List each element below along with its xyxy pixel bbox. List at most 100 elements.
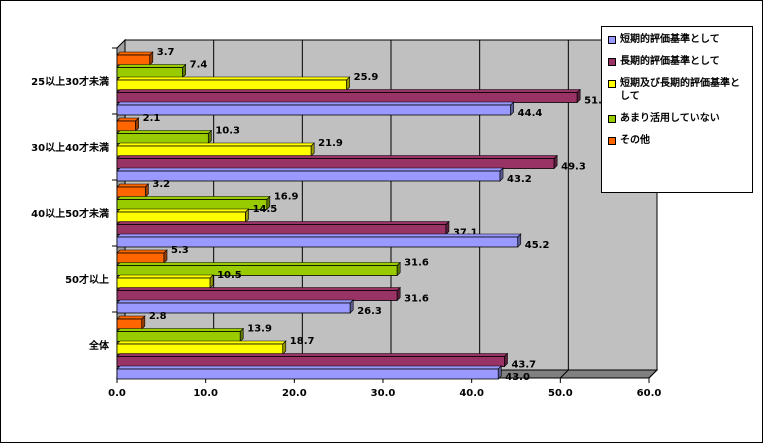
value-label-2-1: 21.9 xyxy=(318,138,343,149)
value-label-2-4: 18.7 xyxy=(290,336,315,347)
bar-top-3-2 xyxy=(116,196,271,200)
value-label-2-3: 10.5 xyxy=(217,270,242,281)
legend-swatch-long-term xyxy=(608,58,616,66)
value-label-3-0: 7.4 xyxy=(190,60,208,71)
value-label-0-3: 26.3 xyxy=(357,306,382,317)
bar-top-3-3 xyxy=(116,262,401,266)
value-label-4-1: 2.1 xyxy=(143,113,161,124)
bar-top-0-0 xyxy=(116,101,515,106)
bar-top-2-2 xyxy=(116,208,250,213)
value-label-1-2: 37.1 xyxy=(453,228,478,239)
bar-0-0 xyxy=(116,104,512,116)
bar-end-0-4 xyxy=(497,365,502,380)
bar-top-1-2 xyxy=(116,221,450,225)
bar-end-3-3 xyxy=(396,261,401,277)
chart-legend: 短期的評価基準として 長期的評価基準として 短期及び長期的評価基準として あまり… xyxy=(601,26,753,193)
bar-4-0 xyxy=(116,54,151,66)
bar-2-4 xyxy=(116,343,284,355)
bar-top-2-1 xyxy=(116,142,315,147)
y-category-label-3: 50才以上 xyxy=(65,273,109,286)
bar-top-4-3 xyxy=(116,249,168,254)
bar-top-2-0 xyxy=(116,76,351,81)
bar-top-4-4 xyxy=(116,315,146,320)
bar-end-2-1 xyxy=(310,142,315,157)
bar-top-3-0 xyxy=(116,64,187,68)
bar-end-0-0 xyxy=(510,101,514,116)
bar-end-2-3 xyxy=(209,274,214,289)
bar-end-0-2 xyxy=(517,233,522,248)
value-label-0-2: 45.2 xyxy=(525,240,550,251)
bar-top-2-4 xyxy=(116,340,287,345)
y-category-label-2: 40以上50才未満 xyxy=(31,207,109,220)
bar-3-2 xyxy=(116,199,268,210)
value-label-4-2: 3.2 xyxy=(152,179,170,190)
bar-3-3 xyxy=(116,265,398,276)
x-tick-label-6: 60.0 xyxy=(637,388,662,399)
legend-label-long-term: 長期的評価基準として xyxy=(620,56,720,67)
bar-0-4 xyxy=(116,368,499,380)
value-label-3-2: 16.9 xyxy=(274,192,299,203)
value-label-1-3: 31.6 xyxy=(404,294,429,305)
x-gridline-floor-6 xyxy=(648,369,658,379)
bar-top-1-0 xyxy=(116,89,581,93)
bar-end-3-4 xyxy=(239,327,244,343)
bar-2-3 xyxy=(116,277,211,289)
bar-top-2-3 xyxy=(116,274,214,279)
bar-end-1-4 xyxy=(504,352,508,368)
bar-end-1-1 xyxy=(553,154,558,170)
legend-item-short-term: 短期的評価基準として xyxy=(606,33,748,46)
legend-item-long-term: 長期的評価基準として xyxy=(606,55,748,68)
bar-top-0-3 xyxy=(116,299,354,304)
legend-swatch-both xyxy=(608,80,616,88)
bar-3-1 xyxy=(116,133,209,144)
bar-end-3-1 xyxy=(208,129,212,145)
value-label-4-0: 3.7 xyxy=(157,47,175,58)
bar-top-1-1 xyxy=(116,155,558,159)
value-label-4-3: 5.3 xyxy=(171,245,189,256)
legend-swatch-short-term xyxy=(608,36,616,44)
bar-top-4-0 xyxy=(116,51,154,56)
bar-2-2 xyxy=(116,211,246,223)
x-tick-label-5: 50.0 xyxy=(548,388,573,399)
bar-top-0-2 xyxy=(116,233,522,238)
legend-swatch-other xyxy=(608,137,616,145)
x-tick-label-2: 20.0 xyxy=(282,388,307,399)
bar-end-3-0 xyxy=(182,63,186,79)
value-label-1-0: 51.9 xyxy=(584,96,609,107)
bar-1-0 xyxy=(116,92,578,103)
bar-top-4-1 xyxy=(116,117,140,122)
bar-1-2 xyxy=(116,224,447,235)
bar-top-3-1 xyxy=(116,130,213,134)
bar-1-4 xyxy=(116,356,505,367)
bar-2-1 xyxy=(116,145,312,157)
bar-end-2-4 xyxy=(282,340,287,355)
bar-end-0-1 xyxy=(499,167,504,182)
bar-end-1-3 xyxy=(396,286,401,302)
y-category-label-1: 30以上40才未満 xyxy=(31,141,109,154)
bar-top-1-3 xyxy=(116,287,401,291)
x-tick-label-0: 0.0 xyxy=(108,388,126,399)
value-label-0-0: 44.4 xyxy=(518,108,543,119)
bar-end-2-0 xyxy=(346,76,350,91)
value-label-1-1: 49.3 xyxy=(561,162,586,173)
x-gridline-floor-5 xyxy=(559,369,569,379)
x-tick-label-1: 10.0 xyxy=(193,388,218,399)
value-label-4-4: 2.8 xyxy=(149,311,167,322)
legend-label-other: その他 xyxy=(620,135,650,146)
bar-top-3-4 xyxy=(116,328,244,332)
bar-1-1 xyxy=(116,158,555,169)
bar-3-0 xyxy=(116,67,184,78)
legend-swatch-rarely-used xyxy=(608,115,616,123)
legend-item-rarely-used: あまり活用していない xyxy=(606,112,748,125)
y-category-label-0: 25以上30才未満 xyxy=(31,75,109,88)
bar-top-0-4 xyxy=(116,365,502,370)
x-tick-label-3: 30.0 xyxy=(371,388,396,399)
bar-end-4-1 xyxy=(135,117,139,132)
legend-label-both: 短期及び長期的評価基準として xyxy=(620,78,740,102)
legend-label-rarely-used: あまり活用していない xyxy=(620,113,720,124)
bar-4-4 xyxy=(116,318,143,330)
value-label-0-1: 43.2 xyxy=(507,174,532,185)
bar-end-4-3 xyxy=(163,249,168,264)
bar-end-2-2 xyxy=(245,208,249,223)
